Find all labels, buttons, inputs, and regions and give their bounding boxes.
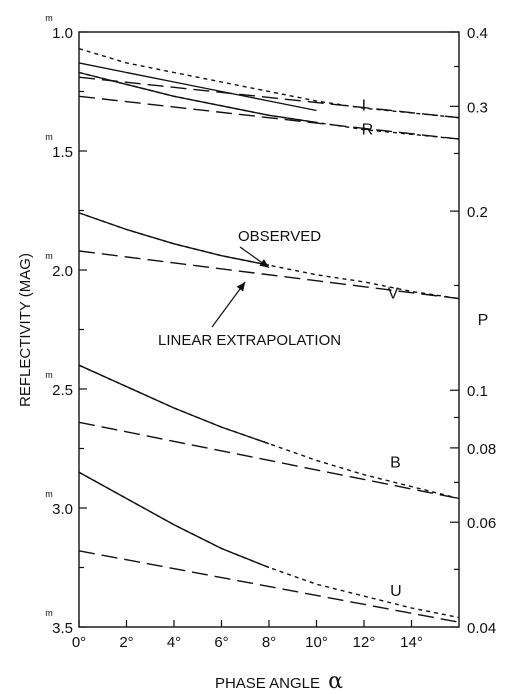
y2-tick-label-1: 0.3 (467, 99, 488, 116)
x-tick-label-4: 8° (262, 634, 276, 651)
series-i-observed-line (78, 62, 317, 112)
series-i-linear-line (78, 76, 460, 119)
annotation-arrow-line-1 (211, 281, 246, 328)
x-axis-title-text: PHASE ANGLE (215, 675, 320, 692)
series-v-observed-line (78, 212, 270, 266)
annotations-layer: OBSERVED LINEAR EXTRAPOLATION (158, 228, 341, 349)
y-tick-sup-3: m (45, 370, 53, 380)
y2-tick-label-4: 0.08 (467, 441, 496, 458)
ticks-layer (78, 31, 459, 628)
series-u-linear-line (78, 550, 460, 623)
y-tick-sup-2: m (45, 251, 53, 261)
x-tick-label-2: 4° (167, 634, 181, 651)
series-v-observed-extrapolated-line (78, 212, 460, 300)
y-axis-title: REFLECTIVITY (MAG) (17, 253, 34, 407)
y-tick-sup-0: m (45, 13, 53, 23)
y2-tick-label-0: 0.4 (467, 25, 488, 42)
y-tick-label-4: 3.0 (52, 501, 73, 518)
tick-labels-layer: 0° 2° 4° 6° 8° 10° 12° 14° 1.0 m 1.5 m 2.0 m 2.5 m 3.0 m 3… (45, 13, 496, 651)
x-tick-label-5: 10° (305, 634, 328, 651)
annotation-arrow-head-0 (259, 259, 269, 268)
series-label-v: V (388, 286, 399, 303)
y-tick-sup-5: m (45, 608, 53, 618)
x-tick-label-0: 0° (72, 634, 86, 651)
series-r-observed-extrapolated-line (78, 71, 460, 140)
series-label-u: U (390, 583, 402, 600)
y-tick-label-2: 2.0 (52, 263, 73, 280)
series-r-observed-line (78, 71, 317, 124)
x-axis-title-symbol: α (328, 669, 343, 694)
series-b-linear-line (78, 421, 460, 500)
x-tick-label-3: 6° (214, 634, 228, 651)
series-u-observed-line (78, 471, 270, 569)
x-tick-label-1: 2° (119, 634, 133, 651)
series-v-linear-line (78, 250, 460, 300)
y-tick-label-1: 1.5 (52, 144, 73, 161)
annotation-arrow-head-1 (236, 281, 246, 292)
y2-tick-label-2: 0.2 (467, 204, 488, 221)
y-tick-sup-4: m (45, 489, 53, 499)
y-tick-label-0: 1.0 (52, 25, 73, 42)
x-axis-title: PHASE ANGLE α (215, 669, 343, 694)
y2-tick-label-3: 0.1 (467, 383, 488, 400)
x-tick-label-6: 12° (353, 634, 376, 651)
curves-layer (78, 48, 460, 623)
series-b-observed-extrapolated-line (78, 364, 460, 500)
series-label-r: R (362, 121, 374, 138)
y2-tick-label-5: 0.06 (467, 515, 496, 532)
series-label-b: B (390, 455, 401, 472)
y-tick-label-3: 2.5 (52, 382, 73, 399)
y-tick-label-5: 3.5 (52, 620, 73, 637)
y-tick-sup-1: m (45, 132, 53, 142)
series-label-i: I (362, 98, 366, 115)
annotation-observed: OBSERVED (238, 228, 321, 245)
series-r-linear-line (78, 95, 460, 140)
x-tick-label-7: 14° (400, 634, 423, 651)
plot-frame (78, 31, 460, 628)
series-u-observed-extrapolated-line (78, 471, 460, 619)
series-labels-layer: IR V B U (362, 98, 402, 601)
y2-axis-title: P (478, 312, 489, 329)
y2-tick-label-6: 0.04 (467, 620, 496, 637)
annotation-linear-extrapolation: LINEAR EXTRAPOLATION (158, 332, 341, 349)
series-b-observed-line (78, 364, 270, 445)
